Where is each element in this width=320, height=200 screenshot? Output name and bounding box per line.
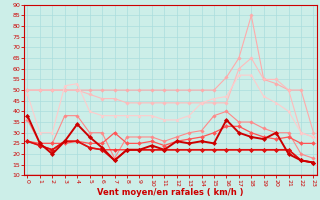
X-axis label: Vent moyen/en rafales ( km/h ): Vent moyen/en rafales ( km/h ) — [97, 188, 244, 197]
